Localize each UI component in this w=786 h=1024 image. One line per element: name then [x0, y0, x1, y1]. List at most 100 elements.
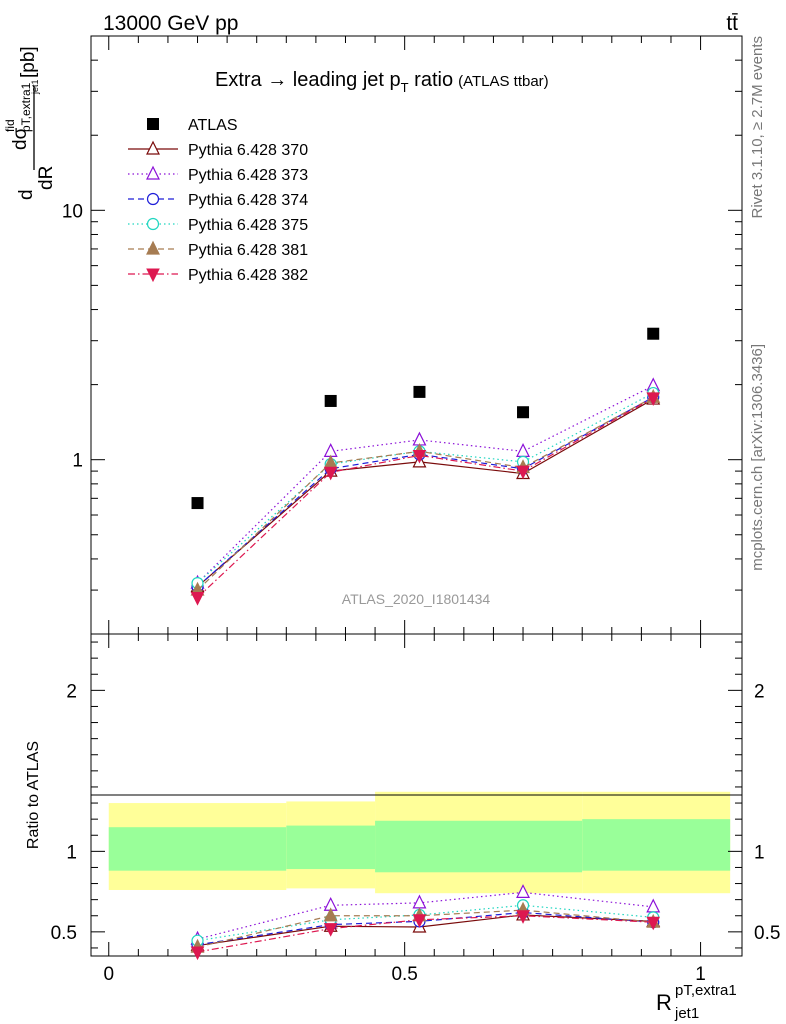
data-point	[323, 466, 338, 481]
chart-title-small: (ATLAS ttbar)	[458, 73, 549, 90]
ratio-data-point	[323, 907, 338, 922]
main-axis-ticks: 1 10	[62, 35, 742, 635]
legend-marker	[146, 240, 160, 255]
chart-title: Extra → leading jet pT ratio (ATLAS ttbar…	[215, 69, 549, 95]
x-axis-label: R	[656, 990, 672, 1015]
ratio-y-tick-label: 1	[66, 842, 77, 863]
legend-label: ATLAS	[188, 117, 238, 134]
ratio-y-tick-label-right: 2	[754, 681, 765, 702]
data-point	[324, 394, 337, 407]
ratio-data-series	[190, 884, 661, 961]
data-point	[190, 592, 205, 606]
ratio-uncertainty-bands	[108, 791, 731, 894]
data-point	[517, 406, 530, 419]
ratio-axis-ticks: 0.5 0.5 1 1 2 2 0 0.5 1	[51, 634, 780, 985]
legend-entry: ATLAS	[147, 117, 238, 134]
ratio-y-tick-label: 2	[66, 681, 77, 702]
data-point	[647, 327, 660, 340]
legend-entry: Pythia 6.428 373	[128, 165, 308, 184]
chart-title-main: Extra → leading jet p	[215, 69, 401, 91]
data-point	[413, 385, 426, 398]
uncertainty-band-inner	[108, 827, 287, 871]
legend-marker	[146, 192, 160, 206]
series-pythia-6.428-373	[190, 377, 661, 589]
legend-label: Pythia 6.428 373	[188, 167, 308, 184]
ratio-data-point	[190, 946, 205, 961]
ratio-data-point	[412, 914, 427, 928]
chart-title-after: ratio	[409, 69, 453, 91]
data-point	[323, 443, 338, 457]
uncertainty-band-inner	[286, 825, 376, 870]
ratio-y-tick-label-right: 1	[754, 842, 765, 863]
series-line	[197, 392, 654, 584]
ratio-data-point	[516, 884, 530, 899]
x-tick-label: 1	[695, 964, 706, 985]
legend-entry: Pythia 6.428 370	[128, 140, 308, 159]
series-line	[197, 385, 654, 584]
series-line	[197, 396, 654, 591]
ylabel-sigma: dσ	[10, 127, 31, 150]
legend-label: Pythia 6.428 375	[188, 217, 308, 234]
legend-entry: Pythia 6.428 381	[128, 240, 308, 259]
x-tick-label: 0	[103, 964, 114, 985]
x-axis-label-superscript: pT,extra1	[675, 982, 737, 999]
series-pythia-6.428-381	[190, 388, 661, 596]
main-y-tick-label: 1	[72, 451, 83, 472]
series-atlas	[191, 327, 660, 510]
legend-label: Pythia 6.428 382	[188, 267, 308, 284]
data-point	[191, 497, 204, 510]
x-axis-label-base: R	[656, 990, 672, 1015]
series-line	[197, 398, 654, 587]
legend-entry: Pythia 6.428 374	[128, 192, 308, 209]
main-y-tick-label: 10	[62, 201, 83, 222]
uncertainty-band-inner	[582, 819, 731, 871]
ratio-data-point	[323, 923, 338, 937]
legend-label: Pythia 6.428 381	[188, 242, 308, 259]
ratio-y-tick-label: 0.5	[51, 923, 77, 944]
ylabel-subsubscript: jet1	[30, 79, 40, 95]
ylabel-subscript: pT,extra1	[19, 82, 33, 132]
legend-marker	[146, 268, 160, 283]
data-point	[516, 443, 530, 457]
series-pythia-6.428-370	[190, 390, 661, 593]
analysis-id-label: ATLAS_2020_I1801434	[342, 591, 491, 607]
ratio-plot-frame	[90, 633, 743, 957]
data-point	[412, 449, 427, 464]
x-axis-label-subscript: jet1	[674, 1005, 699, 1022]
series-line	[197, 396, 654, 587]
ratio-data-point	[516, 910, 530, 924]
data-point	[516, 465, 530, 480]
ylabel-fid: fid	[3, 119, 17, 132]
chart-title-subscript: T	[401, 80, 409, 95]
main-y-axis-label: [pb] dσ fid pT,extra1 jet1 dR d	[3, 46, 57, 200]
x-tick-label: 0.5	[391, 964, 417, 985]
ratio-data-point	[646, 916, 661, 931]
ratio-series-pythia-6.428-382	[190, 910, 661, 961]
ylabel-d: d	[16, 189, 37, 200]
mcplots-source-label: mcplots.cern.ch [arXiv:1306.3436]	[749, 344, 766, 571]
rivet-version-label: Rivet 3.1.10, ≥ 2.7M events	[749, 36, 766, 219]
legend: ATLAS Pythia 6.428 370 Pythia 6.428 373 Pyt…	[128, 117, 308, 284]
ratio-plot-panel: 0.5 0.5 1 1 2 2 0 0.5 1 Ratio to ATLAS R pT,extr…	[25, 633, 780, 1022]
ratio-y-axis-label: Ratio to ATLAS	[25, 741, 42, 849]
legend-marker	[146, 165, 160, 180]
legend-label: Pythia 6.428 370	[188, 142, 308, 159]
ratio-series-pythia-6.428-381	[190, 901, 661, 953]
legend-marker	[146, 217, 160, 231]
legend-entry: Pythia 6.428 375	[128, 217, 308, 234]
legend-entry: Pythia 6.428 382	[128, 267, 308, 284]
ratio-y-tick-label-right: 0.5	[754, 923, 780, 944]
series-pythia-6.428-382	[190, 392, 661, 606]
ylabel-dR: dR	[36, 166, 57, 190]
legend-label: Pythia 6.428 374	[188, 192, 308, 209]
main-plot-panel: 1 10 Extra → leading jet pT ratio (ATLAS t…	[3, 35, 743, 635]
data-point	[646, 392, 661, 406]
legend-marker	[146, 140, 160, 155]
energy-label: 13000 GeV pp	[103, 12, 238, 35]
ratio-data-point	[646, 898, 661, 913]
series-line	[197, 397, 654, 598]
uncertainty-band-inner	[375, 820, 583, 873]
series-pythia-6.428-374	[191, 391, 660, 593]
ylabel-unit: [pb]	[18, 46, 39, 78]
